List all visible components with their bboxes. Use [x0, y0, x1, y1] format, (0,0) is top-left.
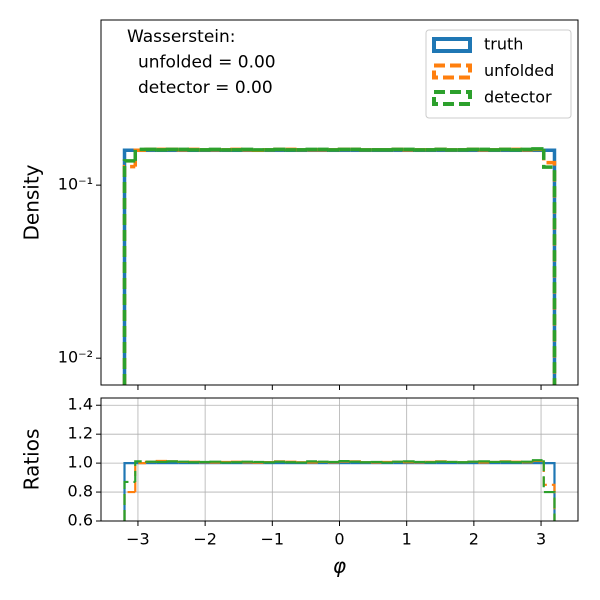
histogram-step	[122, 148, 136, 385]
histogram-step	[510, 461, 523, 464]
x-tick-label: −3	[126, 530, 150, 549]
histogram-step	[338, 459, 351, 463]
histogram-step	[133, 147, 147, 161]
legend-swatch	[432, 37, 472, 53]
histogram-step	[435, 460, 447, 463]
histogram-step	[122, 159, 136, 385]
histogram-step	[542, 460, 556, 521]
histogram-step	[187, 461, 200, 464]
annotation: Wasserstein:	[127, 27, 236, 47]
histogram-step	[306, 460, 319, 463]
histogram-step	[284, 461, 297, 464]
histogram-step	[134, 462, 147, 493]
legend-swatch	[432, 63, 472, 80]
axes-frame	[100, 397, 579, 522]
x-tick-label: −2	[193, 530, 217, 549]
histogram-step	[413, 460, 426, 464]
histogram-step	[488, 460, 501, 464]
y-tick-label: 0.6	[68, 511, 93, 530]
y-axis-label: Ratios	[20, 429, 44, 491]
histogram-step	[467, 460, 480, 463]
histogram-step	[541, 148, 557, 385]
histogram-step	[220, 461, 233, 464]
y-tick-label: 10⁻²	[58, 348, 93, 367]
histogram-step	[123, 480, 136, 521]
histogram-step	[531, 459, 544, 462]
legend-label: truth	[484, 35, 523, 54]
histogram-step	[123, 490, 136, 521]
x-tick-label: 2	[469, 530, 479, 549]
x-tick-label: −1	[261, 530, 285, 549]
y-tick-label: 1.2	[68, 424, 93, 443]
histogram-step	[349, 460, 361, 463]
y-axis-label: Density	[20, 164, 44, 240]
histogram-step	[273, 460, 286, 463]
histogram-step	[166, 460, 179, 463]
histogram-step	[241, 460, 254, 463]
y-tick-label: 1.0	[68, 453, 93, 472]
x-axis-label: φ	[333, 554, 346, 578]
annotation: detector = 0.00	[138, 78, 273, 98]
histogram-step	[134, 460, 147, 482]
legend-label: detector	[484, 88, 552, 107]
annotation: unfolded = 0.00	[138, 53, 276, 73]
y-tick-label: 10⁻¹	[58, 175, 93, 194]
legend-label: unfolded	[484, 61, 554, 80]
axes-frame	[100, 19, 579, 386]
histogram-step	[359, 461, 372, 464]
histogram-step	[381, 461, 394, 464]
x-tick-label: 1	[402, 530, 412, 549]
histogram-step	[392, 460, 404, 463]
histogram-step	[521, 460, 533, 463]
y-tick-label: 1.4	[68, 395, 93, 414]
y-tick-label: 0.8	[68, 482, 93, 501]
legend-swatch	[432, 90, 472, 106]
x-tick-label: 3	[536, 530, 546, 549]
x-tick-label: 0	[334, 530, 344, 549]
